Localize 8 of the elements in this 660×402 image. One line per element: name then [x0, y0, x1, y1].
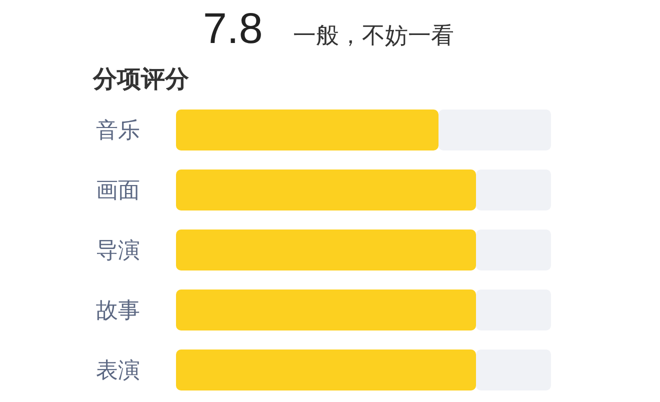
y-tick-label: 表演 — [96, 358, 140, 384]
y-tick-label: 导演 — [96, 238, 140, 264]
text: 一般，不妨一看 — [293, 22, 454, 48]
text: 7.8 — [203, 5, 263, 53]
y-tick-label: 画面 — [96, 178, 140, 204]
y-tick-label: 音乐 — [96, 118, 140, 144]
chart-title: 分项评分 — [92, 66, 190, 93]
y-tick-label: 故事 — [96, 298, 140, 324]
